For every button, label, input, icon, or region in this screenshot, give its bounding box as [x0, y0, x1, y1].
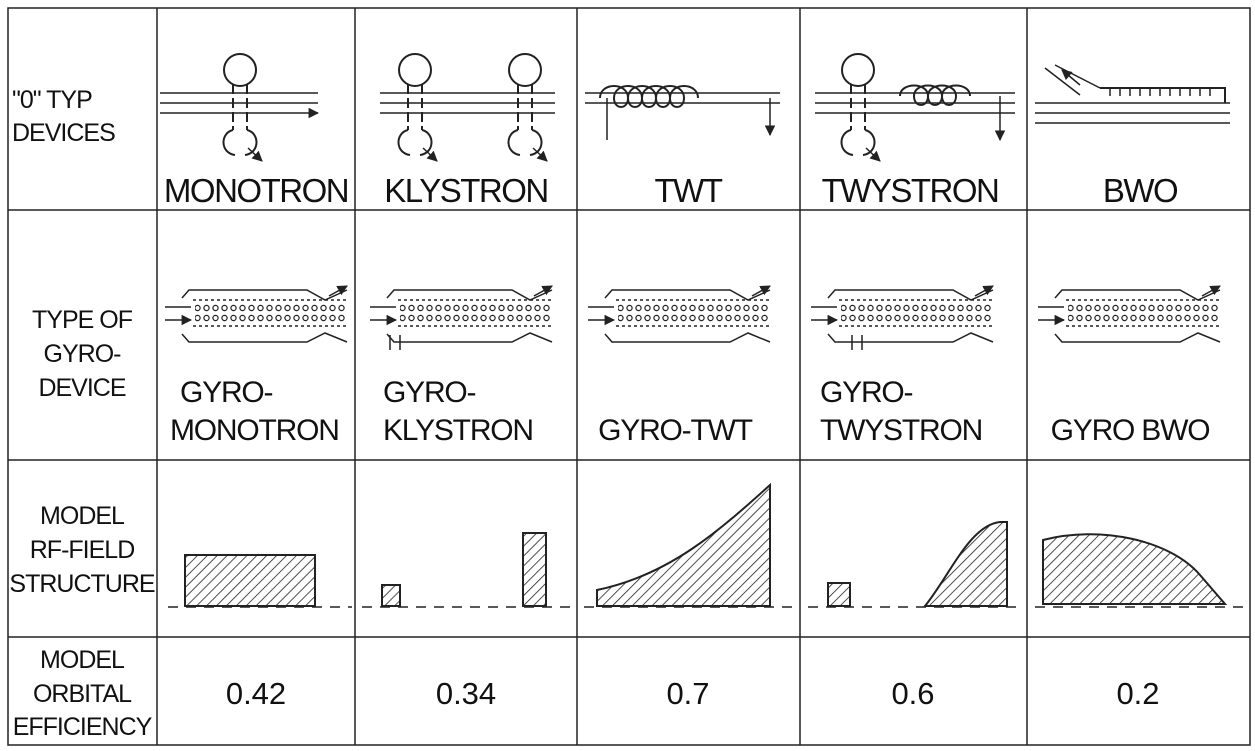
gyro-name: GYRO- — [820, 376, 913, 409]
row-label: MODEL — [40, 646, 125, 674]
o-type-drawings — [160, 54, 1230, 161]
row-label: TYPE OF — [32, 306, 133, 334]
efficiency-value: 0.7 — [666, 676, 709, 711]
gyro-name: TWYSTRON — [820, 414, 982, 447]
gyro-name: MONOTRON — [170, 414, 339, 447]
efficiency-value: 0.6 — [891, 676, 934, 711]
efficiency-value: 0.2 — [1116, 676, 1159, 711]
gyro-drawings — [165, 286, 1222, 350]
row-label: MODEL — [40, 502, 125, 530]
device-table: "0" TYP DEVICES TYPE OF GYRO- DEVICE MOD… — [0, 0, 1255, 751]
device-name: KLYSTRON — [384, 172, 547, 209]
gyro-name: KLYSTRON — [383, 414, 533, 447]
device-name: BWO — [1103, 172, 1178, 209]
gyro-name: GYRO BWO — [1051, 414, 1210, 447]
gyro-name: GYRO- — [383, 376, 476, 409]
row-label: DEVICES — [12, 119, 115, 147]
device-name: TWT — [655, 172, 723, 209]
row-label: STRUCTURE — [9, 570, 154, 598]
row-label: GYRO- — [44, 340, 122, 368]
row-label: RF-FIELD — [30, 536, 135, 564]
gyro-name: GYRO- — [180, 376, 273, 409]
gyro-name: GYRO-TWT — [598, 414, 753, 447]
efficiency-value: 0.42 — [226, 676, 286, 711]
device-name: MONOTRON — [164, 172, 348, 209]
row-label: ORBITAL — [33, 680, 132, 708]
row-label: EFFICIENCY — [13, 713, 153, 741]
row-label: "0" TYP — [12, 86, 92, 114]
efficiency-value: 0.34 — [436, 676, 496, 711]
field-shapes — [168, 485, 1245, 607]
row-label: DEVICE — [38, 374, 125, 402]
device-name: TWYSTRON — [822, 172, 999, 209]
